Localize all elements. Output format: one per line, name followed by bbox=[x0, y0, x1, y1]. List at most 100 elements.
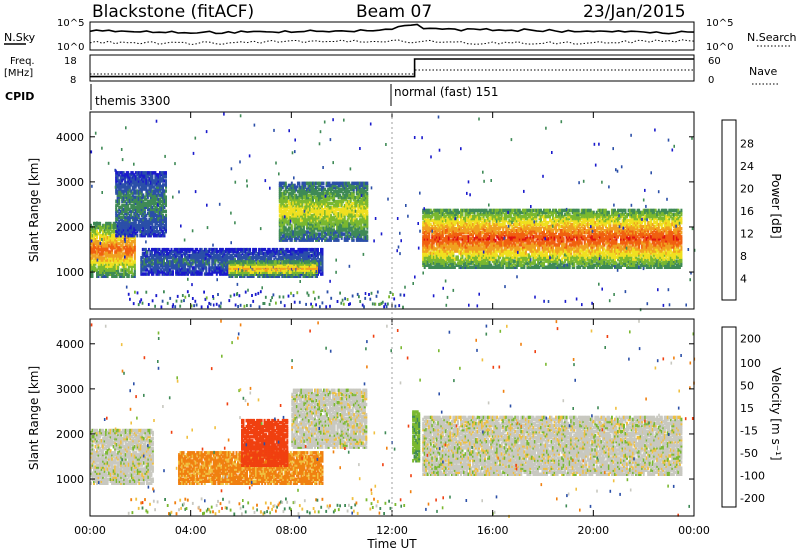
data-cell bbox=[330, 218, 333, 222]
data-cell bbox=[264, 266, 267, 270]
data-cell bbox=[108, 236, 111, 240]
data-cell bbox=[173, 247, 176, 252]
data-cell bbox=[200, 249, 203, 254]
data-cell bbox=[305, 218, 308, 222]
data-cell bbox=[239, 266, 241, 270]
data-cell bbox=[143, 247, 146, 252]
data-cell bbox=[279, 247, 282, 252]
data-cell bbox=[286, 220, 289, 224]
data-cell bbox=[434, 257, 437, 261]
data-cell bbox=[231, 266, 234, 270]
data-cell bbox=[280, 214, 283, 218]
data-cell bbox=[289, 247, 292, 252]
data-cell bbox=[293, 224, 296, 228]
data-cell bbox=[103, 236, 106, 240]
data-cell bbox=[316, 199, 319, 204]
data-cell bbox=[218, 256, 221, 260]
data-cell bbox=[283, 191, 286, 196]
data-cell bbox=[111, 238, 114, 242]
data-cell bbox=[140, 213, 143, 218]
data-cell bbox=[139, 197, 142, 201]
data-cell bbox=[348, 189, 351, 194]
data-cell bbox=[109, 262, 112, 266]
data-cell bbox=[360, 238, 363, 242]
data-cell bbox=[432, 245, 435, 249]
data-cell bbox=[159, 199, 161, 203]
data-cell bbox=[279, 252, 282, 256]
data-cell bbox=[426, 247, 429, 251]
data-cell bbox=[301, 189, 304, 194]
data-cell bbox=[302, 189, 305, 194]
data-cell bbox=[363, 230, 366, 234]
data-cell bbox=[319, 226, 322, 230]
data-cell bbox=[117, 258, 120, 262]
data-cell bbox=[140, 264, 143, 268]
data-cell bbox=[270, 258, 273, 262]
data-cell bbox=[143, 268, 146, 272]
data-cell bbox=[423, 214, 426, 219]
data-cell bbox=[109, 260, 112, 264]
data-cell bbox=[150, 260, 153, 264]
data-cell bbox=[134, 205, 137, 209]
data-cell bbox=[320, 260, 322, 264]
data-cell bbox=[440, 233, 443, 237]
data-cell bbox=[328, 222, 331, 226]
data-cell bbox=[134, 209, 137, 214]
data-cell bbox=[295, 238, 298, 242]
data-cell bbox=[283, 249, 286, 254]
data-cell bbox=[145, 185, 148, 189]
data-cell bbox=[103, 252, 106, 256]
data-cell bbox=[422, 247, 425, 251]
data-cell bbox=[122, 177, 125, 181]
data-cell bbox=[315, 204, 317, 208]
data-cell bbox=[126, 256, 129, 260]
data-cell bbox=[324, 212, 327, 216]
data-cell bbox=[246, 274, 249, 278]
data-cell bbox=[133, 272, 136, 276]
data-cell bbox=[108, 270, 111, 274]
data-cell bbox=[176, 249, 179, 254]
data-cell bbox=[360, 232, 363, 236]
data-cell bbox=[268, 252, 271, 256]
data-cell bbox=[285, 270, 288, 274]
data-cell bbox=[291, 266, 294, 270]
data-cell bbox=[363, 228, 366, 232]
data-cell bbox=[301, 230, 304, 234]
data-cell bbox=[331, 218, 334, 222]
data-cell bbox=[295, 222, 298, 226]
data-cell bbox=[112, 240, 115, 244]
data-cell bbox=[334, 230, 337, 234]
data-cell bbox=[278, 228, 281, 232]
data-cell bbox=[226, 264, 229, 268]
data-cell bbox=[345, 191, 348, 196]
data-cell bbox=[422, 237, 425, 241]
data-cell bbox=[133, 233, 136, 238]
data-cell bbox=[284, 181, 287, 186]
data-cell bbox=[348, 230, 351, 234]
data-cell bbox=[217, 249, 220, 254]
freq-tick-top: 18 bbox=[64, 56, 77, 67]
data-cell bbox=[247, 254, 250, 258]
data-cell bbox=[281, 181, 284, 186]
data-cell bbox=[343, 197, 346, 202]
data-cell bbox=[108, 262, 111, 266]
data-cell bbox=[191, 247, 194, 252]
data-cell bbox=[124, 225, 127, 230]
data-cell bbox=[282, 254, 285, 258]
data-cell bbox=[131, 203, 134, 207]
data-cell bbox=[250, 252, 253, 256]
data-cell bbox=[124, 207, 127, 212]
data-cell bbox=[243, 266, 246, 270]
data-cell bbox=[318, 183, 320, 188]
data-cell bbox=[193, 260, 196, 264]
data-cell bbox=[178, 270, 181, 274]
data-cell bbox=[310, 238, 313, 242]
data-cell bbox=[130, 221, 133, 226]
data-cell bbox=[208, 268, 211, 272]
data-cell bbox=[165, 181, 167, 185]
data-cell bbox=[182, 268, 185, 272]
data-cell bbox=[133, 262, 136, 266]
data-cell bbox=[159, 225, 161, 230]
data-cell bbox=[102, 264, 105, 268]
data-cell bbox=[169, 254, 171, 258]
